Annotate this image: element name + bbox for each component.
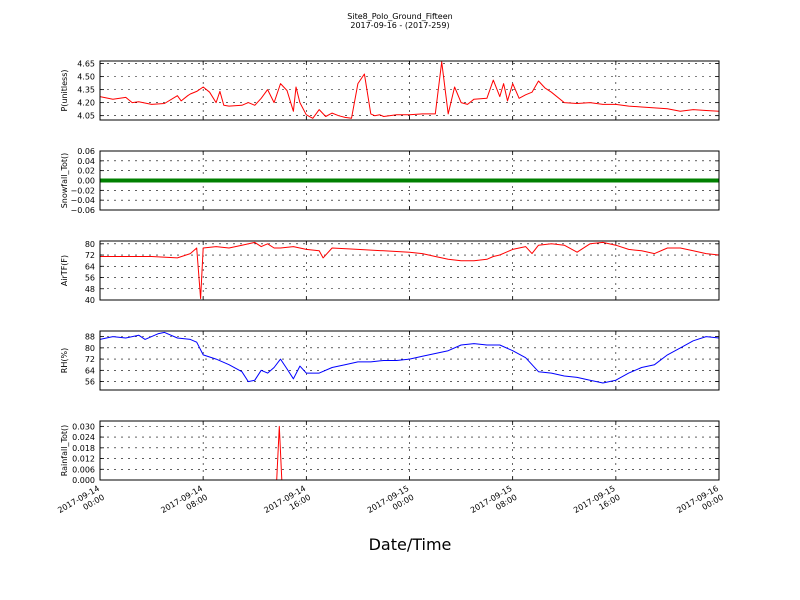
panel-2-ytick-label-6: 0.06 xyxy=(77,147,95,156)
panel-2-ytick-label-2: −0.02 xyxy=(70,186,95,195)
x-tick-label-2: 2017-09-1416:00 xyxy=(263,484,313,524)
panel-3-ytick-label-3: 64 xyxy=(85,262,95,271)
panel-2-ytick-label-5: 0.04 xyxy=(77,157,95,166)
panel-2: −0.06−0.04−0.020.000.020.040.06 Snowfall_… xyxy=(60,147,720,215)
panel-1-ytick-label-0: 4.05 xyxy=(77,112,95,121)
x-tick-label-5: 2017-09-1516:00 xyxy=(572,484,622,524)
panel-3: 40 48 56 64 72 80 AirTF(F) xyxy=(60,240,720,305)
panel-1-ytick-label-2: 4.35 xyxy=(77,86,95,95)
panel-4-ytick-label-4: 88 xyxy=(85,333,95,342)
chart-subtitle: 2017-09-16 - (2017-259) xyxy=(350,21,449,30)
panel-5-ylabel: Rainfall_Tot() xyxy=(60,425,69,477)
panel-4-series-line xyxy=(99,331,720,384)
panel-2-ytick-label-1: −0.04 xyxy=(70,196,95,205)
panel-2-ylabel: Snowfall_Tot() xyxy=(60,153,69,209)
panel-1-ylabel: P(unitless) xyxy=(60,69,69,111)
panel-4-ytick-label-3: 80 xyxy=(85,344,95,353)
panel-5-ytick-label-4: 0.024 xyxy=(72,433,95,442)
panel-1: 4.05 4.20 4.35 4.50 4.65 P(unitless) xyxy=(60,60,720,121)
x-tick-label-3: 2017-09-1500:00 xyxy=(366,484,416,524)
x-tick-labels: 2017-09-1400:00 2017-09-1408:00 2017-09-14… xyxy=(56,484,725,524)
panel-5-ytick-label-0: 0.000 xyxy=(72,476,95,485)
panel-5-ytick-label-5: 0.030 xyxy=(72,422,95,431)
panel-2-ytick-label-4: 0.02 xyxy=(77,167,95,176)
x-tick-label-4: 2017-09-1508:00 xyxy=(469,484,519,524)
panel-4-ytick-label-0: 56 xyxy=(85,378,95,387)
panel-1-ytick-label-3: 4.50 xyxy=(77,73,95,82)
panel-5-ytick-label-2: 0.012 xyxy=(72,455,95,464)
x-tick-label-6: 2017-09-1600:00 xyxy=(675,484,725,524)
panel-4: 56 64 72 80 88 RH(%) xyxy=(60,330,720,391)
panel-3-ytick-label-0: 40 xyxy=(85,296,95,305)
x-tick-label-1: 2017-09-1408:00 xyxy=(159,484,209,524)
panel-1-ytick-label-4: 4.65 xyxy=(77,60,95,69)
panel-4-ytick-label-2: 72 xyxy=(85,355,95,364)
panel-3-ytick-label-4: 72 xyxy=(85,251,95,260)
panel-2-frame xyxy=(99,150,720,211)
panels-group: 4.054.204.354.504.65P(unitless)−0.06−0.0… xyxy=(60,60,720,485)
panel-1-series-line xyxy=(99,61,720,119)
panel-3-frame xyxy=(99,240,720,301)
panel-3-ylabel: AirTF(F) xyxy=(60,255,69,286)
panel-5-ytick-label-3: 0.018 xyxy=(72,444,95,453)
panel-3-ytick-label-2: 56 xyxy=(85,274,95,283)
panel-3-ytick-label-5: 80 xyxy=(85,240,95,249)
panel-5-ytick-label-1: 0.006 xyxy=(72,465,95,474)
panel-4-frame xyxy=(99,330,720,391)
panel-5-frame xyxy=(99,420,720,481)
panel-1-ytick-label-1: 4.20 xyxy=(77,99,95,108)
panel-1-frame xyxy=(99,60,720,121)
x-axis-label: Date/Time xyxy=(369,535,452,554)
chart-title: Site8_Polo_Ground_Fifteen xyxy=(347,12,452,21)
panel-3-series-line xyxy=(100,241,720,300)
panel-2-ytick-label-3: 0.00 xyxy=(77,177,95,186)
panel-4-ylabel: RH(%) xyxy=(60,348,69,373)
panel-2-ytick-label-0: −0.06 xyxy=(70,206,95,215)
panel-3-ytick-label-1: 48 xyxy=(85,285,95,294)
x-tick-label-0: 2017-09-1400:00 xyxy=(56,484,106,524)
panel-4-ytick-label-1: 64 xyxy=(85,366,95,375)
